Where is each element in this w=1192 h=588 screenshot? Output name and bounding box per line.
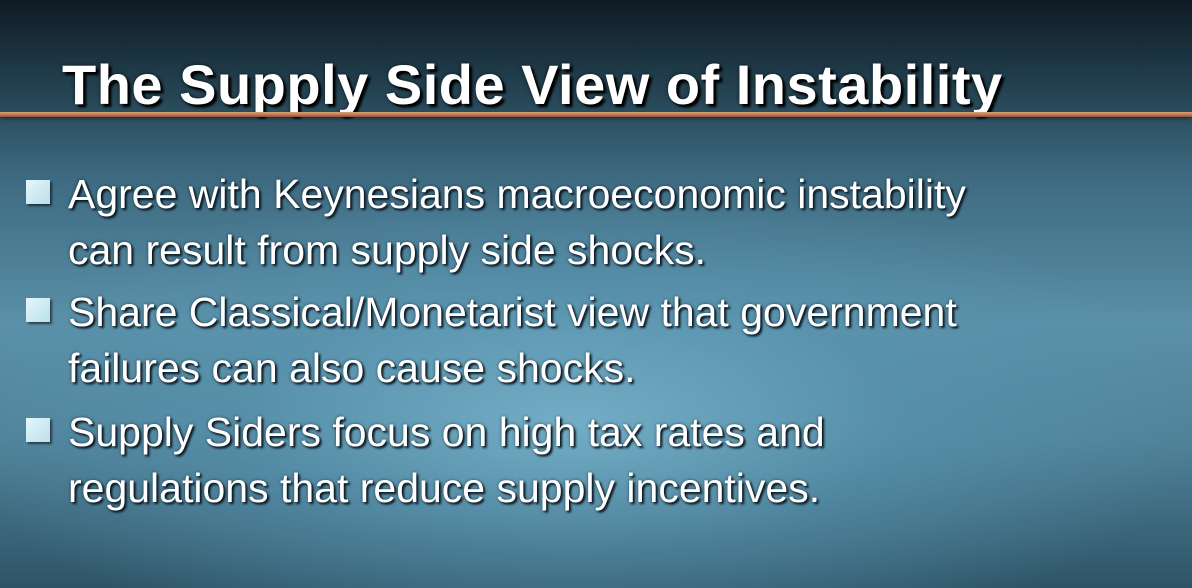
bullet-line: Share Classical/Monetarist view that gov…	[68, 289, 957, 335]
square-bullet-icon	[26, 180, 50, 204]
square-bullet-icon	[26, 298, 50, 322]
square-bullet-icon	[26, 418, 50, 442]
slide-title: The Supply Side View of Instability	[62, 53, 1003, 116]
bullet-line: Supply Siders focus on high tax rates an…	[68, 409, 825, 455]
bullet-text: Share Classical/Monetarist view that gov…	[68, 284, 1178, 396]
bullet-text: Agree with Keynesians macroeconomic inst…	[68, 166, 1178, 278]
bullet-line: failures can also cause shocks.	[68, 345, 636, 391]
bullet-line: can result from supply side shocks.	[68, 227, 707, 273]
bullet-text: Supply Siders focus on high tax rates an…	[68, 404, 1178, 516]
bullet-line: Agree with Keynesians macroeconomic inst…	[68, 171, 966, 217]
bullet-line: regulations that reduce supply incentive…	[68, 465, 821, 511]
title-divider	[0, 112, 1192, 117]
